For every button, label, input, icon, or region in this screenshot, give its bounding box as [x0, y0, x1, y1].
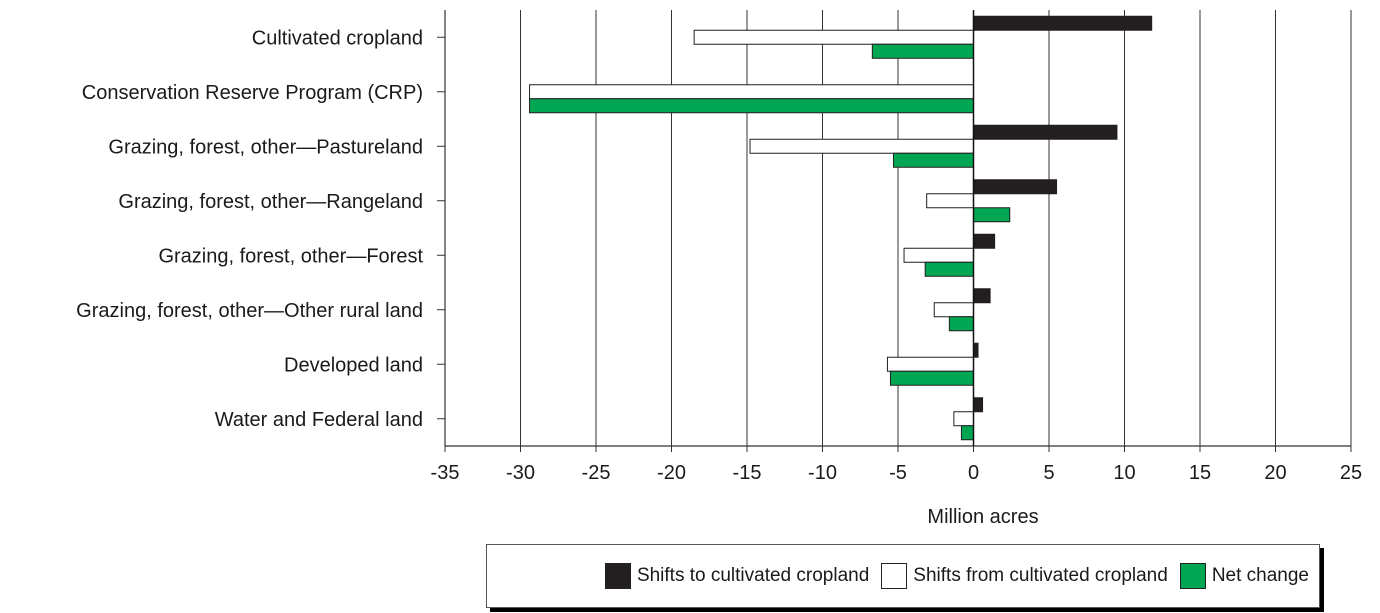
- x-tick-label: -35: [431, 462, 460, 484]
- category-label-cultivated-cropland: Cultivated cropland: [252, 27, 423, 49]
- legend-item-shifts-from: Shifts from cultivated cropland: [881, 563, 1168, 589]
- bar-net-change-grazing-forest-other-other-rural-land: [948, 316, 975, 332]
- category-label-grazing-forest-other-rangeland: Grazing, forest, other—Rangeland: [118, 191, 423, 213]
- x-tick-label: -25: [582, 462, 611, 484]
- x-tick-label: -20: [657, 462, 686, 484]
- bar-shifts-from-cultivated-cropland-conservation-reserve-program-crp: [529, 84, 974, 100]
- x-tick-label: 0: [968, 462, 979, 484]
- legend-item-net-change: Net change: [1179, 563, 1309, 589]
- legend-label-net-change: Net change: [1211, 565, 1309, 586]
- bar-net-change-grazing-forest-other-pastureland: [892, 152, 974, 168]
- bar-net-change-grazing-forest-other-forest: [924, 261, 974, 277]
- x-tick-label: -15: [733, 462, 762, 484]
- legend-box: Shifts to cultivated cropland Shifts fro…: [486, 544, 1320, 608]
- x-tick-label: 25: [1340, 462, 1362, 484]
- x-tick-labels: -35 -30 -25 -20 -15 -10 -5 0 5 10 15 20 25: [431, 462, 1363, 484]
- chart-area: Cultivated cropland Conservation Reserve …: [76, 10, 1363, 528]
- bar-shifts-from-cultivated-cropland-grazing-forest-other-forest: [903, 247, 974, 263]
- legend-label-shifts-to: Shifts to cultivated cropland: [636, 565, 870, 586]
- category-label-grazing-forest-other-other-rural-land: Grazing, forest, other—Other rural land: [76, 300, 423, 322]
- x-tick-label: 10: [1113, 462, 1135, 484]
- x-tick-label: -5: [889, 462, 907, 484]
- grid-lines: [520, 10, 1352, 446]
- category-label-developed-land: Developed land: [284, 354, 423, 376]
- bar-shifts-to-cultivated-cropland-water-and-federal-land: [973, 397, 984, 413]
- bar-shifts-from-cultivated-cropland-grazing-forest-other-rangeland: [926, 193, 975, 209]
- x-tick-label: -10: [808, 462, 837, 484]
- bar-net-change-water-and-federal-land: [960, 425, 974, 441]
- bar-shifts-from-cultivated-cropland-water-and-federal-land: [953, 411, 974, 427]
- x-tick-label: -30: [506, 462, 535, 484]
- x-tick-label: 5: [1043, 462, 1054, 484]
- bar-shifts-to-cultivated-cropland-grazing-forest-other-forest: [973, 233, 996, 249]
- x-axis-title: Million acres: [927, 506, 1038, 528]
- x-tick-label: 20: [1264, 462, 1286, 484]
- legend-item-shifts-to: Shifts to cultivated cropland: [604, 563, 870, 589]
- category-label-conservation-reserve-program-crp: Conservation Reserve Program (CRP): [82, 82, 423, 104]
- legend: Shifts to cultivated cropland Shifts fro…: [486, 544, 1324, 612]
- bar-net-change-grazing-forest-other-rangeland: [973, 207, 1011, 223]
- legend-swatch-shifts-to: [604, 563, 631, 589]
- legend-swatch-shifts-from: [881, 563, 908, 589]
- category-label-water-and-federal-land: Water and Federal land: [215, 409, 423, 431]
- x-tick-label: 15: [1189, 462, 1211, 484]
- legend-swatch-net-change: [1179, 563, 1206, 589]
- category-label-grazing-forest-other-forest: Grazing, forest, other—Forest: [158, 245, 423, 267]
- bars: [529, 15, 1153, 441]
- bar-shifts-to-cultivated-cropland-grazing-forest-other-other-rural-land: [973, 288, 991, 304]
- bar-shifts-to-cultivated-cropland-grazing-forest-other-pastureland: [973, 124, 1118, 140]
- bar-shifts-from-cultivated-cropland-cultivated-cropland: [693, 29, 975, 45]
- axes: [437, 10, 1352, 452]
- legend-label-shifts-from: Shifts from cultivated cropland: [913, 565, 1168, 586]
- bar-shifts-to-cultivated-cropland-cultivated-cropland: [973, 15, 1153, 31]
- bar-shifts-to-cultivated-cropland-grazing-forest-other-rangeland: [973, 179, 1058, 195]
- bar-net-change-conservation-reserve-program-crp: [529, 98, 974, 114]
- bar-net-change-developed-land: [889, 370, 975, 386]
- bar-net-change-cultivated-cropland: [871, 43, 975, 59]
- category-label-grazing-forest-other-pastureland: Grazing, forest, other—Pastureland: [108, 136, 423, 158]
- bar-shifts-from-cultivated-cropland-developed-land: [886, 356, 974, 372]
- category-labels: Cultivated cropland Conservation Reserve …: [76, 27, 423, 431]
- bar-shifts-from-cultivated-cropland-grazing-forest-other-other-rural-land: [933, 302, 974, 318]
- bar-shifts-from-cultivated-cropland-grazing-forest-other-pastureland: [749, 138, 975, 154]
